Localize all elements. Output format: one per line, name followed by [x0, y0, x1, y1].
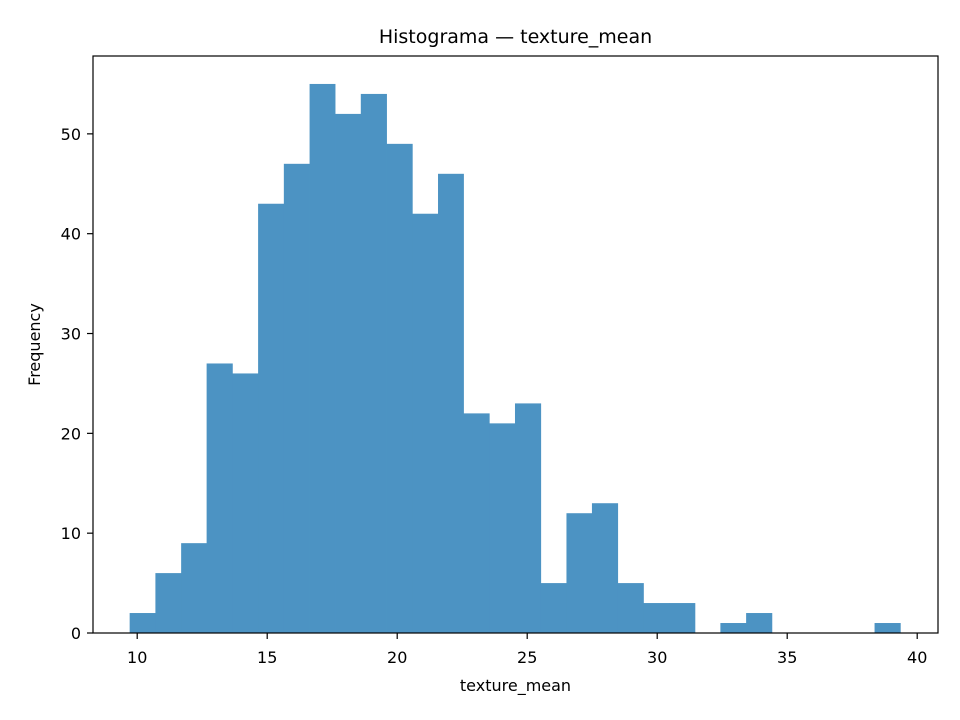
- histogram-bar: [386, 143, 413, 633]
- x-tick-label: 40: [907, 648, 927, 667]
- x-tick-label: 20: [387, 648, 407, 667]
- histogram-bar: [309, 83, 336, 633]
- y-axis-ticks: 0 10 20 30 40 50: [61, 125, 93, 643]
- histogram-bar: [617, 583, 644, 633]
- plot-area-frame: [92, 55, 939, 634]
- bars-layer: [129, 83, 901, 634]
- histogram-bar: [129, 613, 156, 633]
- x-tick-label: 25: [517, 648, 537, 667]
- histogram-bar: [514, 403, 542, 633]
- histogram-bar: [566, 513, 593, 633]
- histogram-bar: [283, 163, 310, 633]
- histogram-bar: [232, 373, 259, 633]
- histogram-bar: [874, 623, 901, 633]
- y-tick-label: 30: [61, 325, 81, 344]
- y-axis-label: Frequency: [25, 303, 44, 386]
- y-tick-label: 20: [61, 424, 81, 443]
- histogram-bar: [181, 543, 208, 633]
- x-tick-label: 30: [647, 648, 667, 667]
- histogram-bar: [258, 203, 285, 634]
- y-tick-label: 10: [61, 524, 81, 543]
- histogram-bar: [155, 573, 182, 633]
- histogram-bar: [669, 603, 696, 633]
- histogram-bar: [412, 213, 439, 634]
- y-tick-label: 0: [71, 624, 81, 643]
- histogram-bar: [746, 613, 773, 633]
- histogram-bar: [463, 413, 490, 633]
- histogram-bar: [643, 603, 670, 633]
- x-axis-ticks: 10 15 20 25 30 35 40: [127, 633, 927, 667]
- histogram-bar: [335, 113, 362, 633]
- x-tick-label: 15: [257, 648, 277, 667]
- histogram-bar: [206, 363, 233, 633]
- histogram-bar: [720, 623, 747, 633]
- x-axis-label: texture_mean: [460, 676, 571, 696]
- histogram-bar: [540, 583, 567, 633]
- x-tick-label: 10: [127, 648, 147, 667]
- chart-title: Histograma — texture_mean: [379, 26, 652, 48]
- x-tick-label: 35: [777, 648, 797, 667]
- y-tick-label: 40: [61, 225, 81, 244]
- histogram-bar: [438, 173, 464, 634]
- y-tick-label: 50: [61, 125, 81, 144]
- histogram-bar: [489, 423, 516, 633]
- histogram-bar: [591, 503, 619, 633]
- histogram-bar: [360, 93, 387, 634]
